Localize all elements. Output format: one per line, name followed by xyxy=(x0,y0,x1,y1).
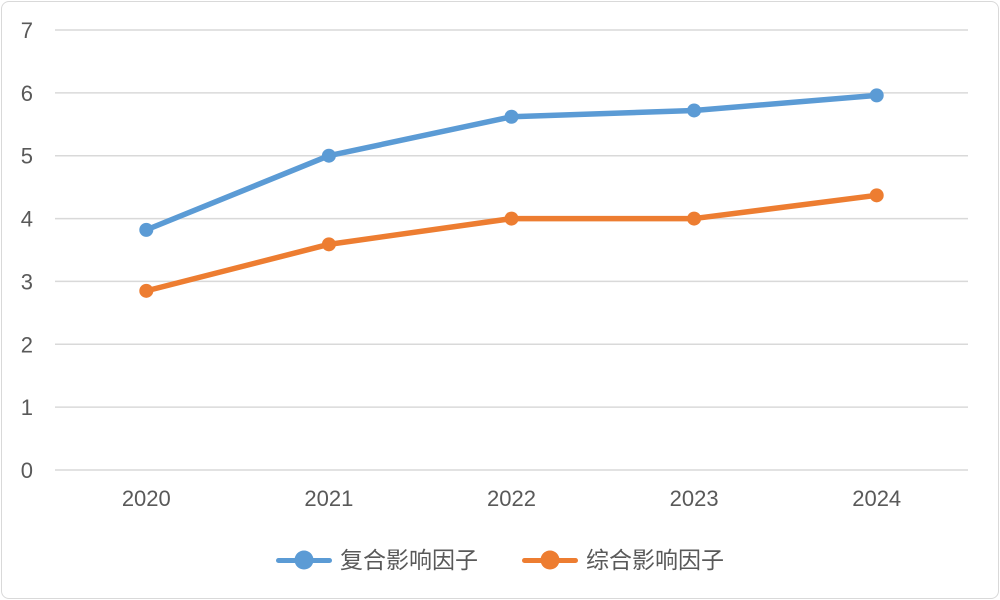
x-axis-tick-label: 2020 xyxy=(122,486,171,511)
legend-item-series-1: 综合影响因子 xyxy=(522,546,724,573)
legend-dot-icon xyxy=(540,550,560,570)
y-axis-tick-label: 1 xyxy=(21,395,33,420)
data-point-marker xyxy=(687,103,702,118)
data-point-marker xyxy=(321,237,336,252)
data-point-marker xyxy=(869,188,884,203)
y-axis-tick-label: 4 xyxy=(21,207,33,232)
y-axis-tick-label: 0 xyxy=(21,458,33,483)
y-axis-tick-label: 5 xyxy=(21,144,33,169)
data-point-marker xyxy=(504,109,519,124)
x-axis-tick-label: 2021 xyxy=(304,486,353,511)
y-axis-tick-label: 3 xyxy=(21,269,33,294)
y-axis-tick-label: 2 xyxy=(21,332,33,357)
legend-item-series-0: 复合影响因子 xyxy=(276,546,478,573)
legend-line-marker xyxy=(276,550,332,570)
x-axis-tick-label: 2023 xyxy=(670,486,719,511)
y-axis-tick-label: 6 xyxy=(21,81,33,106)
data-point-marker xyxy=(139,283,154,298)
legend-label: 综合影响因子 xyxy=(586,546,724,573)
data-point-marker xyxy=(504,211,519,226)
data-point-marker xyxy=(321,148,336,163)
chart-legend: 复合影响因子 综合影响因子 xyxy=(0,544,1000,576)
series-line-1 xyxy=(143,192,880,294)
y-axis-tick-label: 7 xyxy=(21,18,33,43)
x-axis-tick-label: 2024 xyxy=(852,486,901,511)
x-axis-tick-label: 2022 xyxy=(487,486,536,511)
legend-line-marker xyxy=(522,550,578,570)
data-point-marker xyxy=(687,211,702,226)
legend-dot-icon xyxy=(294,550,314,570)
legend-label: 复合影响因子 xyxy=(340,546,478,573)
data-point-marker xyxy=(139,222,154,237)
data-point-marker xyxy=(869,88,884,103)
